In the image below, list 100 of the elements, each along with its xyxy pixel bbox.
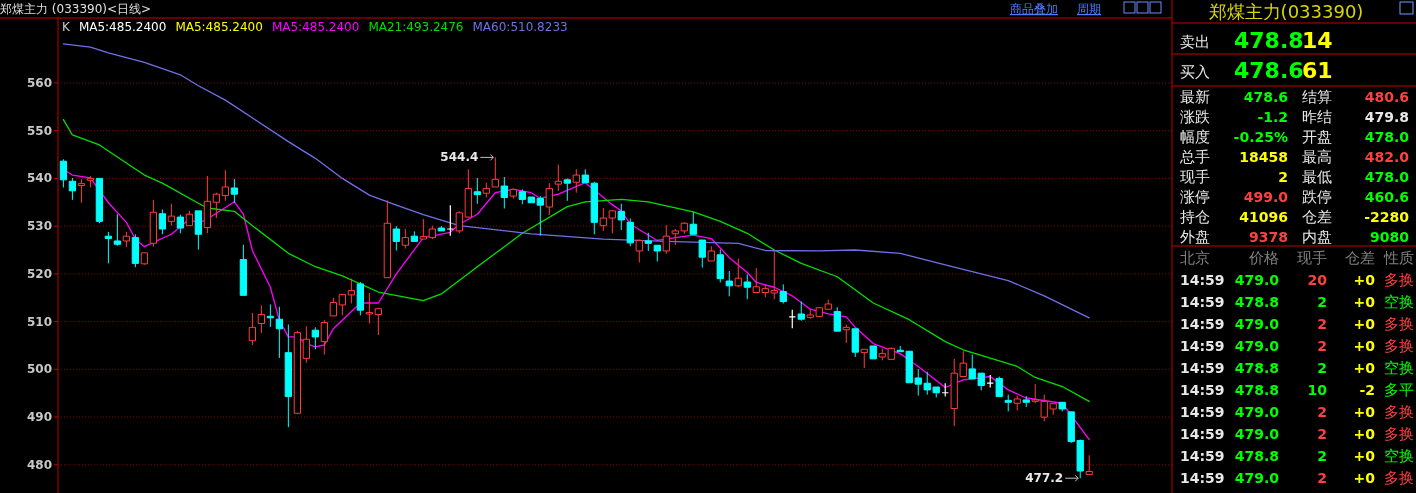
- text: -2: [1359, 382, 1375, 398]
- candlestick: [797, 301, 805, 322]
- text: 9378: [1249, 229, 1288, 245]
- candlestick: [329, 297, 337, 317]
- candlestick: [545, 182, 553, 216]
- text: 2: [1317, 448, 1327, 464]
- text: 北京: [1180, 249, 1210, 267]
- text: 478.8: [1234, 448, 1279, 464]
- candlestick: [176, 214, 185, 234]
- text: 460.6: [1364, 189, 1409, 205]
- candlestick: [104, 231, 113, 264]
- text: 14:59: [1180, 470, 1225, 486]
- text: 空换: [1384, 359, 1414, 377]
- candlestick: [779, 283, 787, 304]
- text: 14:59: [1180, 316, 1225, 332]
- text: 郑煤主力(033390): [1208, 1, 1364, 22]
- candlestick: [617, 203, 625, 231]
- y-tick-label: 520: [26, 266, 52, 281]
- candlestick: [464, 168, 472, 218]
- text: MA60:510.8233: [472, 20, 568, 34]
- candlestick: [563, 177, 571, 202]
- candlestick: [239, 244, 248, 296]
- candlestick: [293, 330, 302, 414]
- candlestick: [995, 376, 1003, 398]
- candlestick: [482, 182, 490, 198]
- text: -0.25%: [1233, 129, 1288, 145]
- text: 14: [1302, 28, 1333, 53]
- candlestick: [347, 278, 355, 304]
- text: 多平: [1384, 381, 1414, 399]
- text: 61: [1302, 58, 1333, 83]
- text: 商品叠加: [1010, 2, 1058, 16]
- text: 价格: [1248, 249, 1279, 267]
- text: 多换: [1384, 271, 1414, 289]
- candlestick: [869, 345, 877, 360]
- text: 14:59: [1180, 404, 1225, 420]
- candlestick: [644, 232, 652, 252]
- candlestick: [437, 225, 445, 232]
- text: 多换: [1384, 315, 1414, 333]
- text: 结算: [1302, 88, 1332, 106]
- candlestick: [95, 177, 104, 224]
- candlestick: [473, 177, 481, 205]
- text: 最新: [1180, 88, 1210, 106]
- candlestick: [500, 176, 508, 209]
- candlestick: [374, 308, 382, 336]
- candlestick: [122, 231, 131, 248]
- candlestick: [221, 169, 230, 202]
- candlestick: [338, 293, 346, 316]
- candlestick: [194, 210, 203, 251]
- candlestick: [302, 325, 310, 364]
- text: 18458: [1239, 149, 1288, 165]
- candlestick: [410, 230, 418, 242]
- candlestick: [140, 252, 149, 266]
- text: 480.6: [1364, 89, 1409, 105]
- y-tick-label: 510: [26, 314, 52, 329]
- candlestick: [653, 244, 661, 262]
- text: 478.8: [1234, 28, 1304, 53]
- text: 479.0: [1234, 470, 1280, 486]
- text: 买入: [1180, 63, 1210, 81]
- text: 性质: [1383, 249, 1414, 267]
- text: 仓差: [1345, 249, 1375, 267]
- text: 多换: [1384, 425, 1414, 443]
- y-tick-label: 500: [26, 362, 52, 377]
- candlestick: [1085, 454, 1093, 475]
- text: 478.6: [1243, 89, 1288, 105]
- text: +0: [1353, 338, 1376, 354]
- candlestick: [662, 224, 670, 255]
- candlestick: [689, 211, 697, 235]
- text: 多换: [1384, 403, 1414, 421]
- text: 空换: [1384, 293, 1414, 311]
- text: 14:59: [1180, 426, 1225, 442]
- candlestick: [356, 281, 364, 316]
- legend-label: MA5:485.2400: [175, 20, 263, 34]
- annotation: 477.2: [1025, 471, 1064, 486]
- line-series: [62, 43, 1090, 319]
- text: 最低: [1302, 168, 1332, 186]
- candlestick: [581, 168, 589, 184]
- candlestick: [320, 319, 328, 356]
- text: 14:59: [1180, 448, 1225, 464]
- text: 14:59: [1180, 338, 1225, 354]
- candlestick: [1013, 395, 1021, 411]
- candlestick: [149, 199, 158, 248]
- legend-label: MA5:485.2400: [78, 20, 167, 34]
- text: MA5:485.2400: [271, 20, 360, 34]
- candlestick: [842, 323, 850, 344]
- candlestick: [77, 178, 86, 204]
- text: +0: [1353, 404, 1376, 420]
- chart-title: 郑煤主力 (033390)<日线>: [0, 2, 152, 16]
- candlestick: [743, 273, 751, 300]
- text: 20: [1307, 272, 1328, 288]
- candlestick: [491, 156, 499, 188]
- candlestick: [698, 239, 706, 269]
- candlestick: [257, 304, 266, 334]
- candlestick: [608, 209, 616, 234]
- text: 现手: [1297, 249, 1327, 267]
- candlestick: [365, 292, 373, 325]
- annotation: 544.4: [440, 150, 479, 165]
- text: 内盘: [1302, 228, 1332, 246]
- candlestick: [131, 233, 140, 268]
- candlestick: [716, 249, 724, 283]
- candlestick: [275, 306, 284, 359]
